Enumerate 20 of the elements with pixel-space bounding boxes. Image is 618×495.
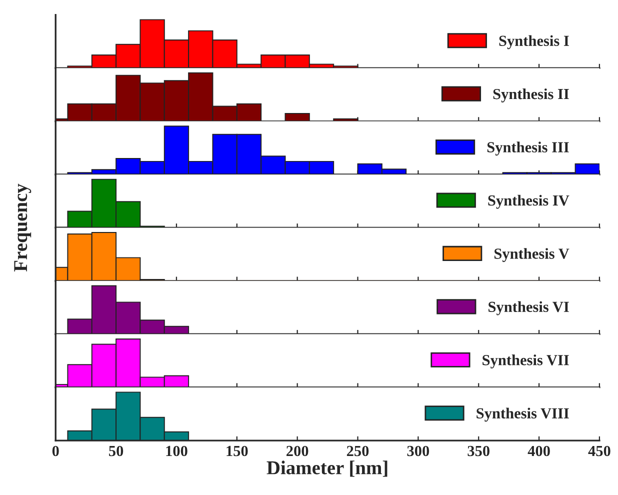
legend-label: Synthesis II — [493, 88, 569, 102]
x-tick-label: 200 — [286, 446, 308, 456]
x-tick-label: 100 — [166, 446, 188, 456]
x-tick-label: 350 — [468, 446, 490, 456]
y-axis-title: Frequency — [14, 184, 32, 272]
x-tick-label: 400 — [528, 446, 550, 456]
x-tick-label: 250 — [346, 446, 369, 456]
x-tick-label: 150 — [226, 446, 248, 456]
legend-label: Synthesis VI — [488, 301, 569, 316]
legend-label: Synthesis IV — [488, 194, 570, 209]
x-tick-label: 450 — [588, 446, 610, 456]
legend-label: Synthesis VIII — [476, 408, 569, 422]
legend-label: Synthesis VII — [482, 354, 569, 368]
legend-label: Synthesis III — [487, 142, 569, 156]
x-axis-title: Diameter [nm] — [266, 460, 388, 477]
legend-label: Synthesis V — [494, 248, 570, 262]
x-tick-label: 0 — [52, 446, 59, 456]
legend-label: Synthesis I — [499, 35, 569, 50]
x-tick-label: 50 — [109, 446, 124, 456]
x-tick-label: 300 — [407, 446, 430, 456]
